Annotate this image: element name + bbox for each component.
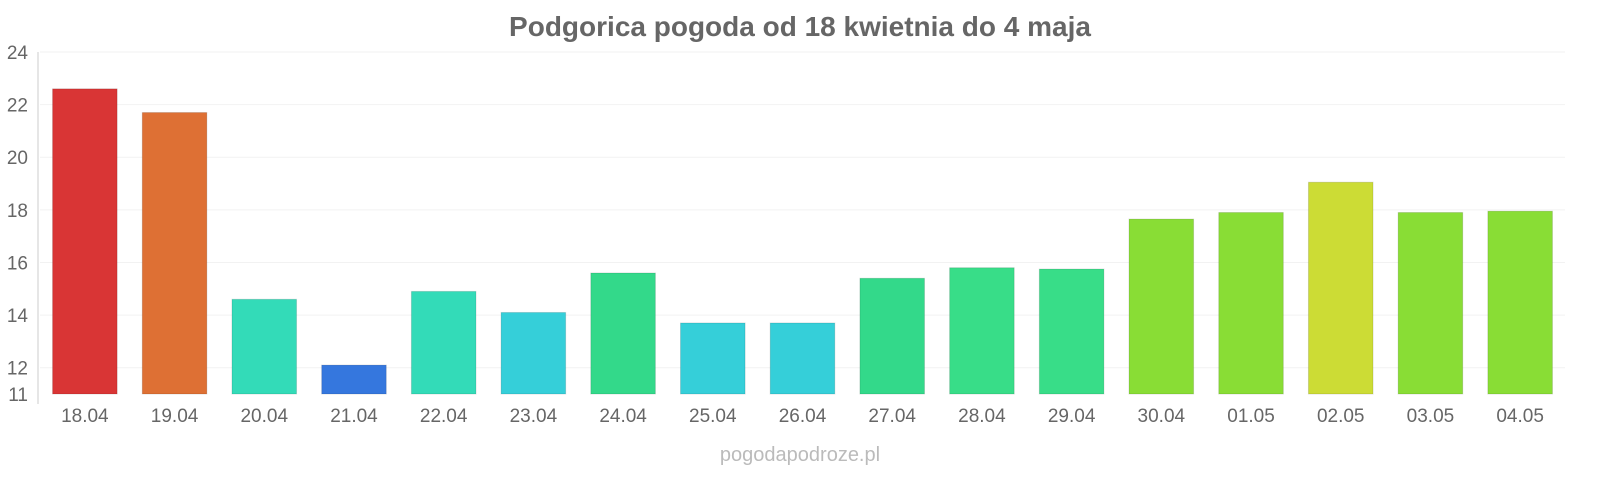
x-tick-label: 20.04 [240, 406, 288, 427]
y-tick-label: 16 [7, 253, 28, 274]
bars [52, 88, 1553, 395]
bar [410, 290, 477, 395]
bar [680, 322, 746, 395]
y-tick-label: 22 [7, 96, 28, 117]
x-tick-label: 03.05 [1407, 406, 1455, 427]
bar [141, 112, 208, 395]
x-tick-label: 21.04 [330, 406, 378, 427]
x-tick-label: 22.04 [420, 406, 468, 427]
y-axis-ticks: 11 12 14 16 18 20 22 24 [7, 43, 29, 406]
bar [769, 322, 836, 395]
y-tick-label: 12 [7, 359, 28, 380]
y-tick-label: 14 [7, 306, 29, 327]
y-tick-label: 24 [7, 43, 29, 64]
x-tick-label: 18.04 [61, 406, 109, 427]
bar [1038, 268, 1105, 395]
x-tick-label: 02.05 [1317, 406, 1365, 427]
y-tick-label: 11 [8, 385, 28, 406]
x-tick-label: 30.04 [1138, 406, 1186, 427]
x-tick-label: 24.04 [599, 406, 647, 427]
x-tick-label: 29.04 [1048, 406, 1096, 427]
bar [500, 311, 567, 395]
x-tick-label: 27.04 [868, 406, 916, 427]
x-tick-label: 01.05 [1227, 406, 1275, 427]
watermark: pogodapodroze.pl [720, 444, 880, 466]
bar [321, 364, 387, 395]
x-tick-label: 26.04 [779, 406, 827, 427]
y-tick-label: 20 [7, 148, 28, 169]
bar [1487, 210, 1553, 395]
bar [1218, 211, 1284, 395]
bar [231, 298, 298, 395]
bar [859, 277, 925, 395]
x-tick-label: 28.04 [958, 406, 1006, 427]
bar [590, 272, 656, 395]
y-tick-label: 18 [7, 201, 28, 222]
chart-title: Podgorica pogoda od 18 kwietnia do 4 maj… [509, 11, 1091, 42]
bar [1397, 211, 1464, 395]
x-tick-label: 25.04 [689, 406, 737, 427]
bar [949, 267, 1015, 395]
bar [52, 88, 118, 395]
x-tick-label: 19.04 [151, 406, 199, 427]
x-tick-label: 23.04 [510, 406, 558, 427]
bar [1307, 181, 1374, 395]
bar [1128, 218, 1195, 395]
x-tick-label: 04.05 [1496, 406, 1544, 427]
x-axis-ticks: 18.04 19.04 20.04 21.04 22.04 23.04 24.04 25.04… [61, 406, 1544, 427]
